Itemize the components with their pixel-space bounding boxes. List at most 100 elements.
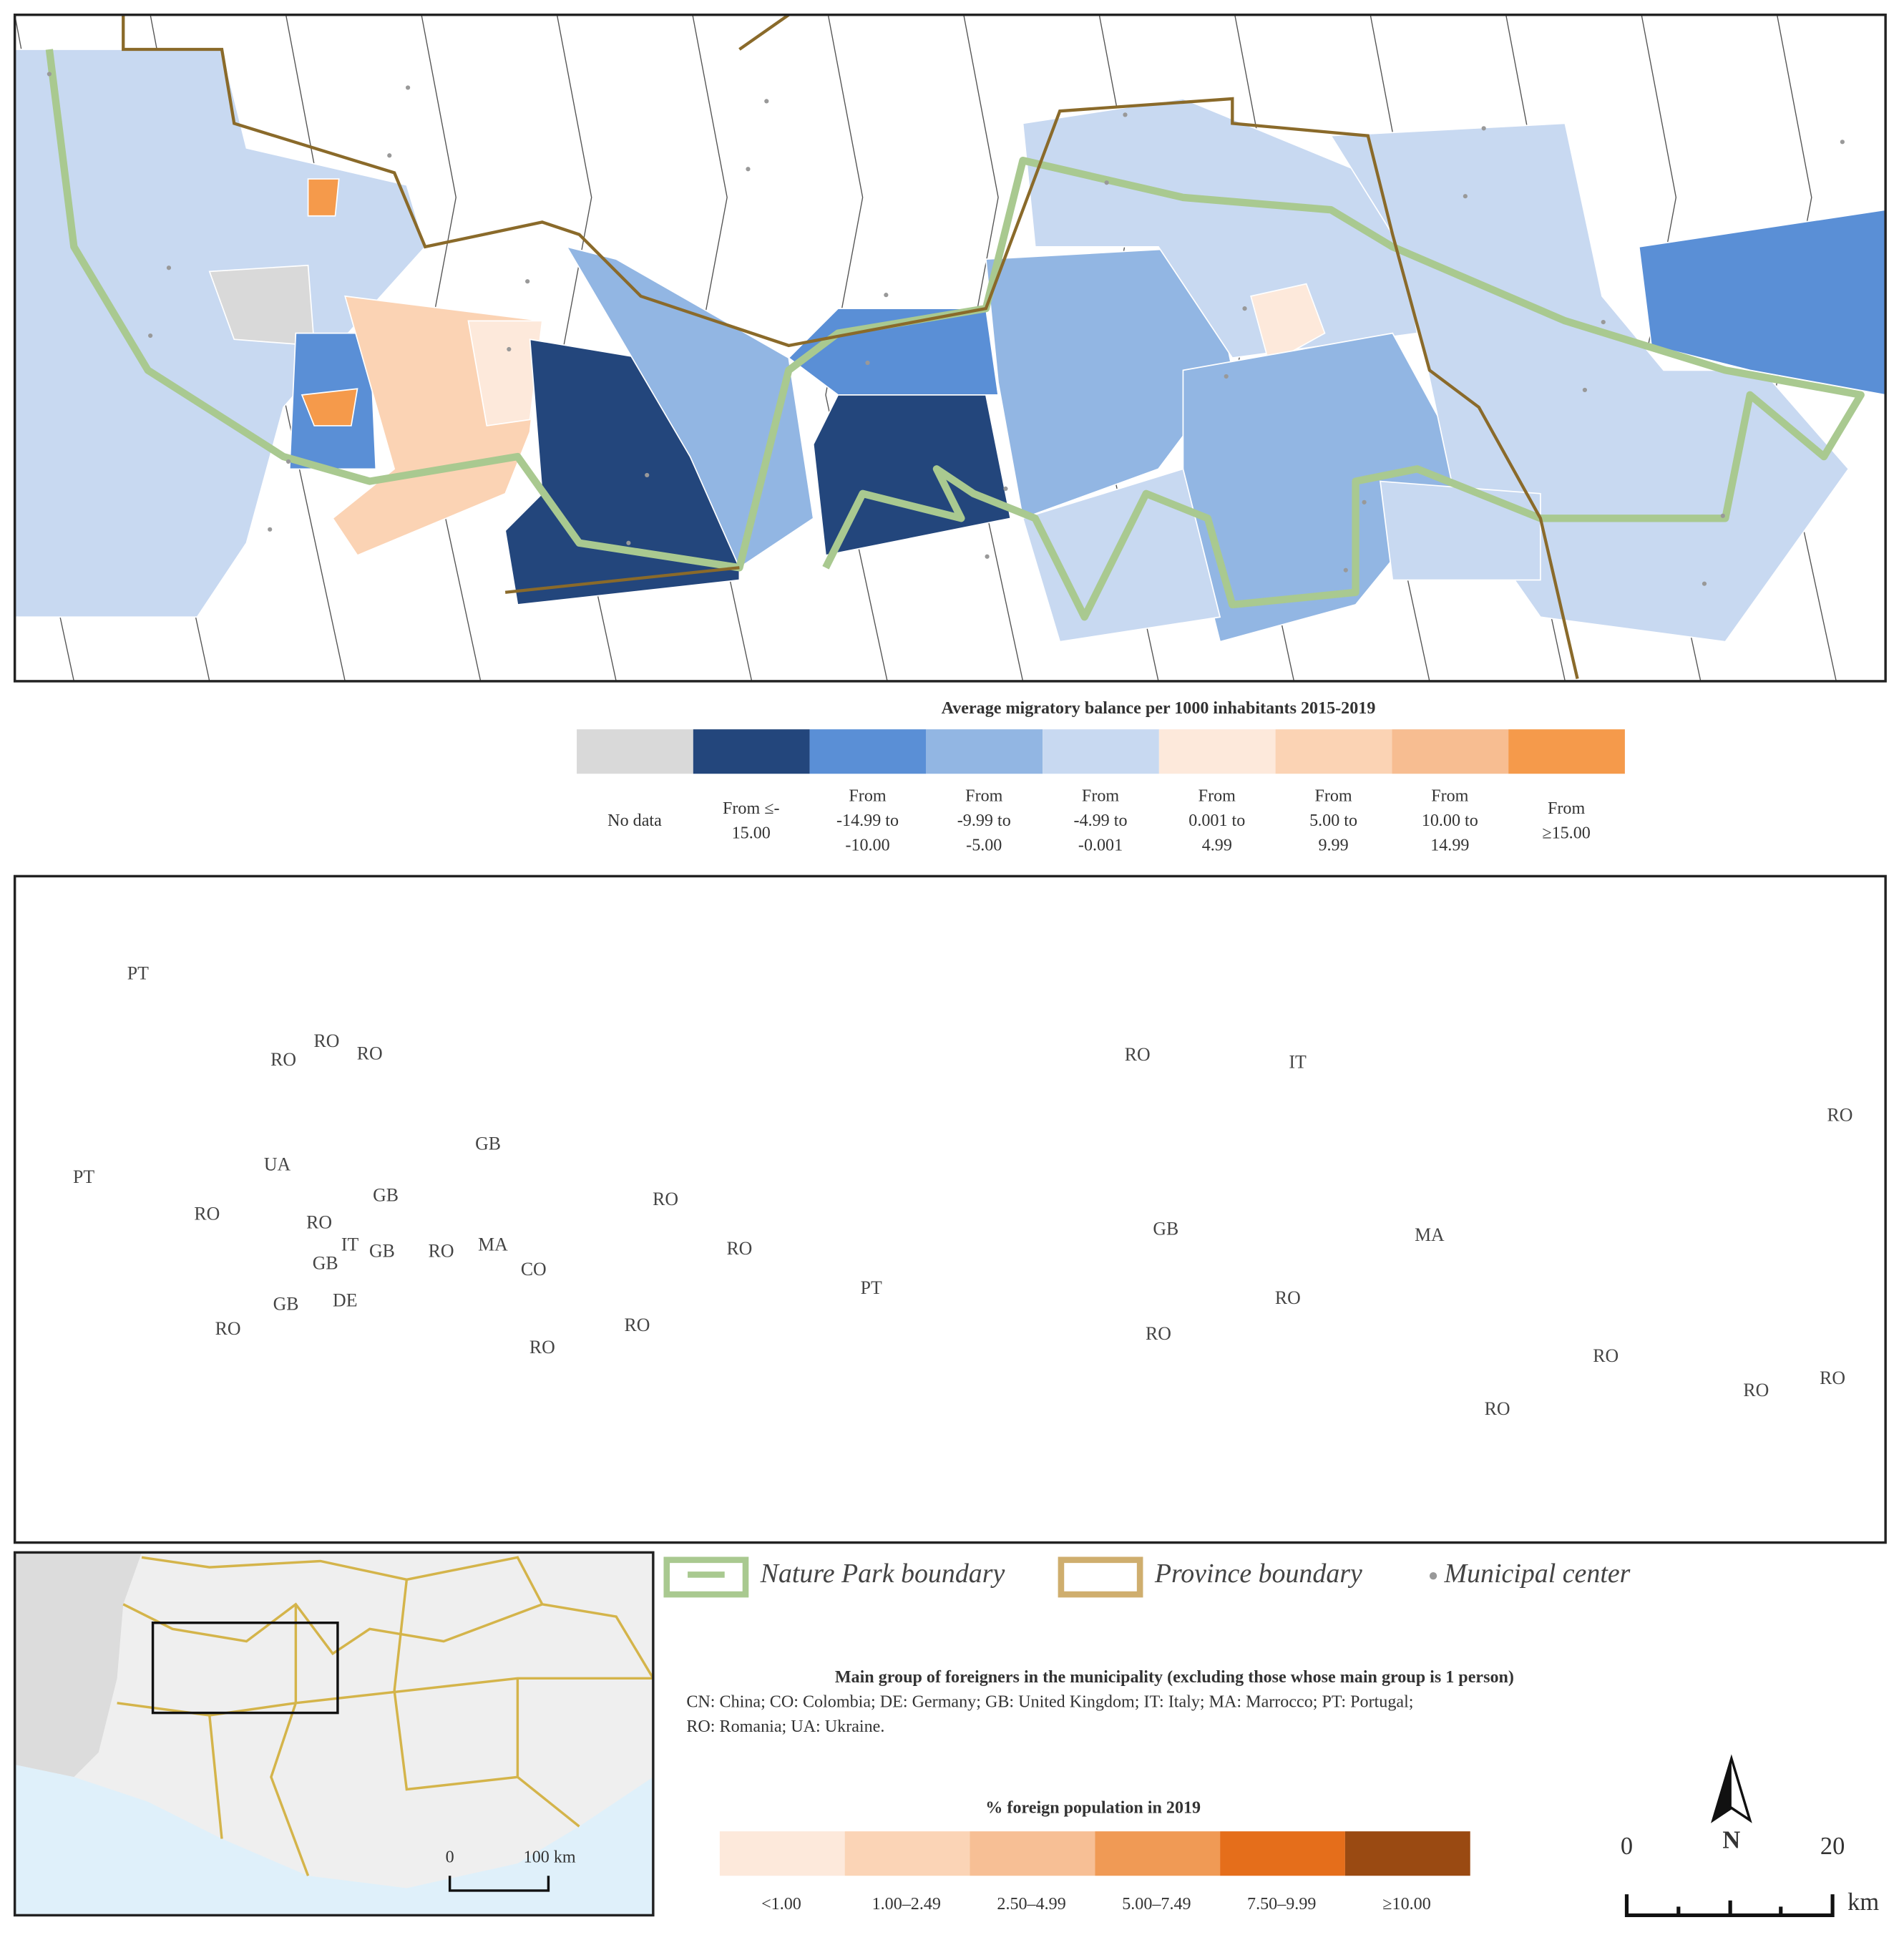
country-label: RO — [1275, 1287, 1301, 1308]
legend-swatch — [719, 1831, 845, 1876]
country-label: RO — [313, 1030, 339, 1051]
country-label: RO — [1827, 1105, 1852, 1126]
legend-label: 2.50–4.99 — [997, 1895, 1065, 1914]
municipality — [307, 178, 340, 217]
legend-label: 5.00–7.49 — [1122, 1895, 1191, 1914]
scale-bar-line — [1624, 1894, 1835, 1917]
municipal-center — [985, 554, 990, 559]
legend-swatch — [1043, 729, 1159, 774]
scale-label: 20 — [1820, 1833, 1845, 1860]
municipal-center — [1840, 140, 1845, 145]
country-label: DE — [333, 1290, 357, 1310]
municipal-center — [285, 459, 291, 464]
bottom-map-frame — [13, 874, 1887, 1544]
legend-swatch — [844, 1831, 970, 1876]
legend-label: 14.99 — [1430, 837, 1469, 855]
legend-label: ≥15.00 — [1542, 824, 1590, 842]
municipality — [1250, 283, 1326, 366]
legend-label: <1.00 — [761, 1895, 801, 1914]
north-label: N — [1722, 1827, 1740, 1854]
inset-map: 0 100 km — [13, 1551, 655, 1917]
legend-label: ≥10.00 — [1382, 1895, 1430, 1914]
country-label: UA — [264, 1154, 291, 1175]
country-label: GB — [313, 1253, 338, 1274]
municipal-center — [1463, 194, 1468, 199]
legend-label: 9.99 — [1318, 837, 1348, 855]
municipal-center — [387, 153, 392, 158]
country-label: GB — [1153, 1218, 1178, 1239]
country-label: MA — [478, 1234, 508, 1255]
legend-label: -0.001 — [1078, 837, 1123, 855]
key-province: Province boundary — [1154, 1559, 1362, 1589]
scale-label: 0 — [1621, 1833, 1633, 1860]
country-label: IT — [1289, 1051, 1307, 1072]
municipality — [565, 245, 814, 569]
municipal-center — [1362, 499, 1367, 505]
legend-label: From — [1082, 787, 1119, 806]
country-label: RO — [529, 1337, 555, 1358]
municipal-center — [1242, 306, 1247, 311]
country-label: RO — [726, 1238, 752, 1259]
country-label: RO — [270, 1049, 296, 1070]
municipal-center — [1601, 319, 1606, 325]
municipality-outline — [960, 14, 1024, 681]
country-label: RO — [1125, 1044, 1151, 1065]
municipal-center — [1343, 567, 1348, 572]
municipal-center — [884, 293, 889, 298]
bottom-legend-title: % foreign population in 2019 — [985, 1799, 1201, 1818]
legend-label: 1.00–2.49 — [872, 1895, 941, 1914]
country-label: RO — [1485, 1398, 1510, 1419]
country-label: GB — [373, 1185, 399, 1206]
country-label: RO — [1146, 1323, 1171, 1344]
key-municipal-center: Municipal center — [1444, 1559, 1631, 1589]
legend-swatch — [1508, 729, 1625, 774]
legend-swatch — [926, 729, 1043, 774]
inset-sea — [14, 1765, 653, 1916]
scale-bar: N 0 20 km — [1621, 1754, 1879, 1917]
country-label: CO — [521, 1259, 547, 1280]
legend-label: From — [849, 787, 886, 806]
municipal-center — [746, 167, 751, 172]
municipal-center — [166, 265, 172, 270]
municipal-center — [764, 99, 769, 104]
legend-swatch — [1392, 729, 1509, 774]
inset-scale-label: 100 km — [524, 1848, 576, 1867]
legend-label: 10.00 to — [1422, 811, 1478, 830]
legend-label: From — [1548, 799, 1585, 818]
inset-scale-bar — [448, 1876, 550, 1892]
province-boundary — [122, 14, 1579, 679]
key-nature-park-symbol — [663, 1556, 749, 1598]
country-label: GB — [475, 1133, 501, 1154]
country-label: PT — [73, 1166, 94, 1187]
municipal-center — [1582, 387, 1588, 393]
bottom-legend: <1.00 1.00–2.49 2.50–4.99 5.00–7.49 7.50–9.9… — [719, 1831, 1470, 1914]
legend-swatch — [1158, 729, 1276, 774]
note-line: RO: Romania; UA: Ukraine. — [686, 1717, 884, 1736]
legend-label: -10.00 — [845, 837, 889, 855]
country-label: PT — [127, 962, 149, 983]
municipal-center — [865, 360, 870, 366]
map-layer — [14, 14, 1886, 681]
legend-label: From — [965, 787, 1002, 806]
municipal-center — [1481, 126, 1486, 131]
municipal-center — [405, 85, 411, 90]
country-label: PT — [861, 1277, 882, 1298]
legend-label: No data — [607, 811, 662, 830]
country-label: RO — [194, 1204, 220, 1224]
municipal-center — [1123, 112, 1128, 117]
country-label: RO — [625, 1315, 650, 1335]
municipal-center — [507, 346, 512, 352]
legend-swatch — [1275, 729, 1392, 774]
inset-province-lines — [117, 1556, 655, 1876]
legend-swatch — [1220, 1831, 1345, 1876]
top-map-frame — [13, 13, 1887, 683]
legend-label: From — [1431, 787, 1468, 806]
municipality — [467, 320, 543, 427]
legend-label: From ≤- — [723, 799, 779, 818]
municipal-center — [1702, 581, 1707, 586]
municipal-center — [525, 279, 530, 284]
country-label: RO — [215, 1318, 241, 1339]
municipal-center — [1104, 180, 1109, 185]
